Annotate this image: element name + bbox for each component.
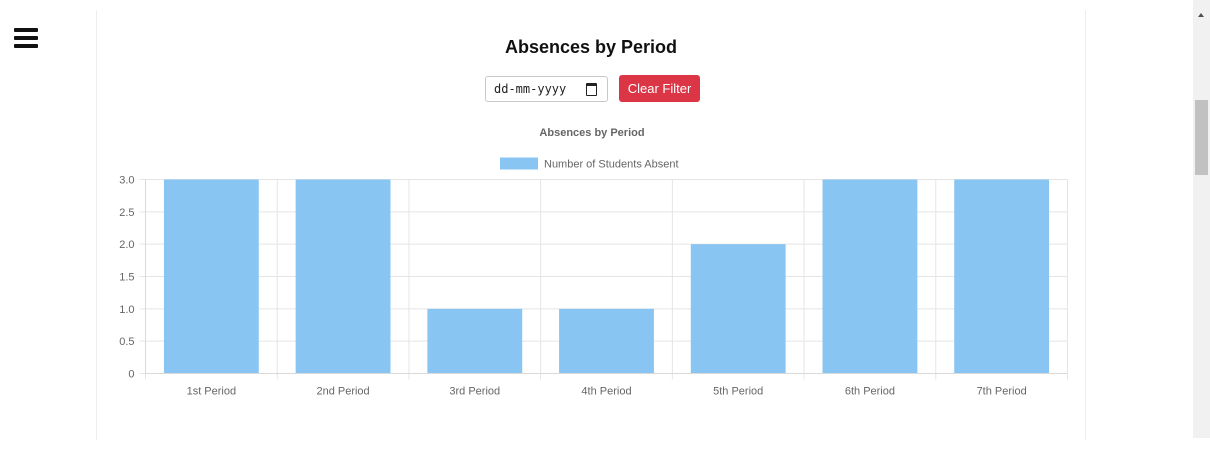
y-tick-label: 0.5 [119,336,134,348]
y-tick-label: 1.5 [119,272,134,284]
vertical-scrollbar[interactable] [1193,0,1210,438]
x-tick-label: 3rd Period [449,386,500,398]
x-tick-label: 1st Period [187,386,237,398]
hamburger-menu-icon[interactable] [14,28,38,48]
y-tick-label: 1.0 [119,304,134,316]
chart-bars [163,179,1050,374]
bar[interactable] [954,179,1050,374]
calendar-icon[interactable] [586,83,597,96]
y-tick-label: 2.0 [119,239,134,251]
x-tick-label: 5th Period [713,386,763,398]
bar[interactable] [295,179,391,374]
chart-card: Absences by Period dd-mm-yyyy Clear Filt… [96,10,1086,440]
x-tick-label: 6th Period [845,386,895,398]
legend-label[interactable]: Number of Students Absent [544,159,679,171]
date-placeholder: dd-mm-yyyy [494,82,567,96]
x-tick-label: 2nd Period [316,386,369,398]
legend-swatch[interactable] [500,157,538,170]
y-tick-label: 0 [128,369,134,381]
bar[interactable] [559,308,654,374]
scrollbar-thumb[interactable] [1195,100,1208,175]
page-title: Absences by Period [504,37,678,57]
date-filter-input[interactable]: dd-mm-yyyy [485,76,608,102]
scroll-up-arrow-icon[interactable] [1198,13,1204,17]
y-tick-label: 2.5 [119,207,134,219]
bar[interactable] [822,179,918,374]
chart-axes: 0 0.5 1.0 1.5 2.0 2.5 3.0 1st Period 2nd Period 3… [119,175,1068,398]
x-tick-label: 7th Period [977,386,1027,398]
y-tick-label: 3.0 [119,175,134,187]
bar[interactable] [163,179,259,374]
clear-filter-button[interactable]: Clear Filter [619,75,700,102]
bar[interactable] [690,244,786,374]
bar[interactable] [427,308,523,374]
chart-title: Absences by Period [539,127,644,139]
x-tick-label: 4th Period [581,386,631,398]
